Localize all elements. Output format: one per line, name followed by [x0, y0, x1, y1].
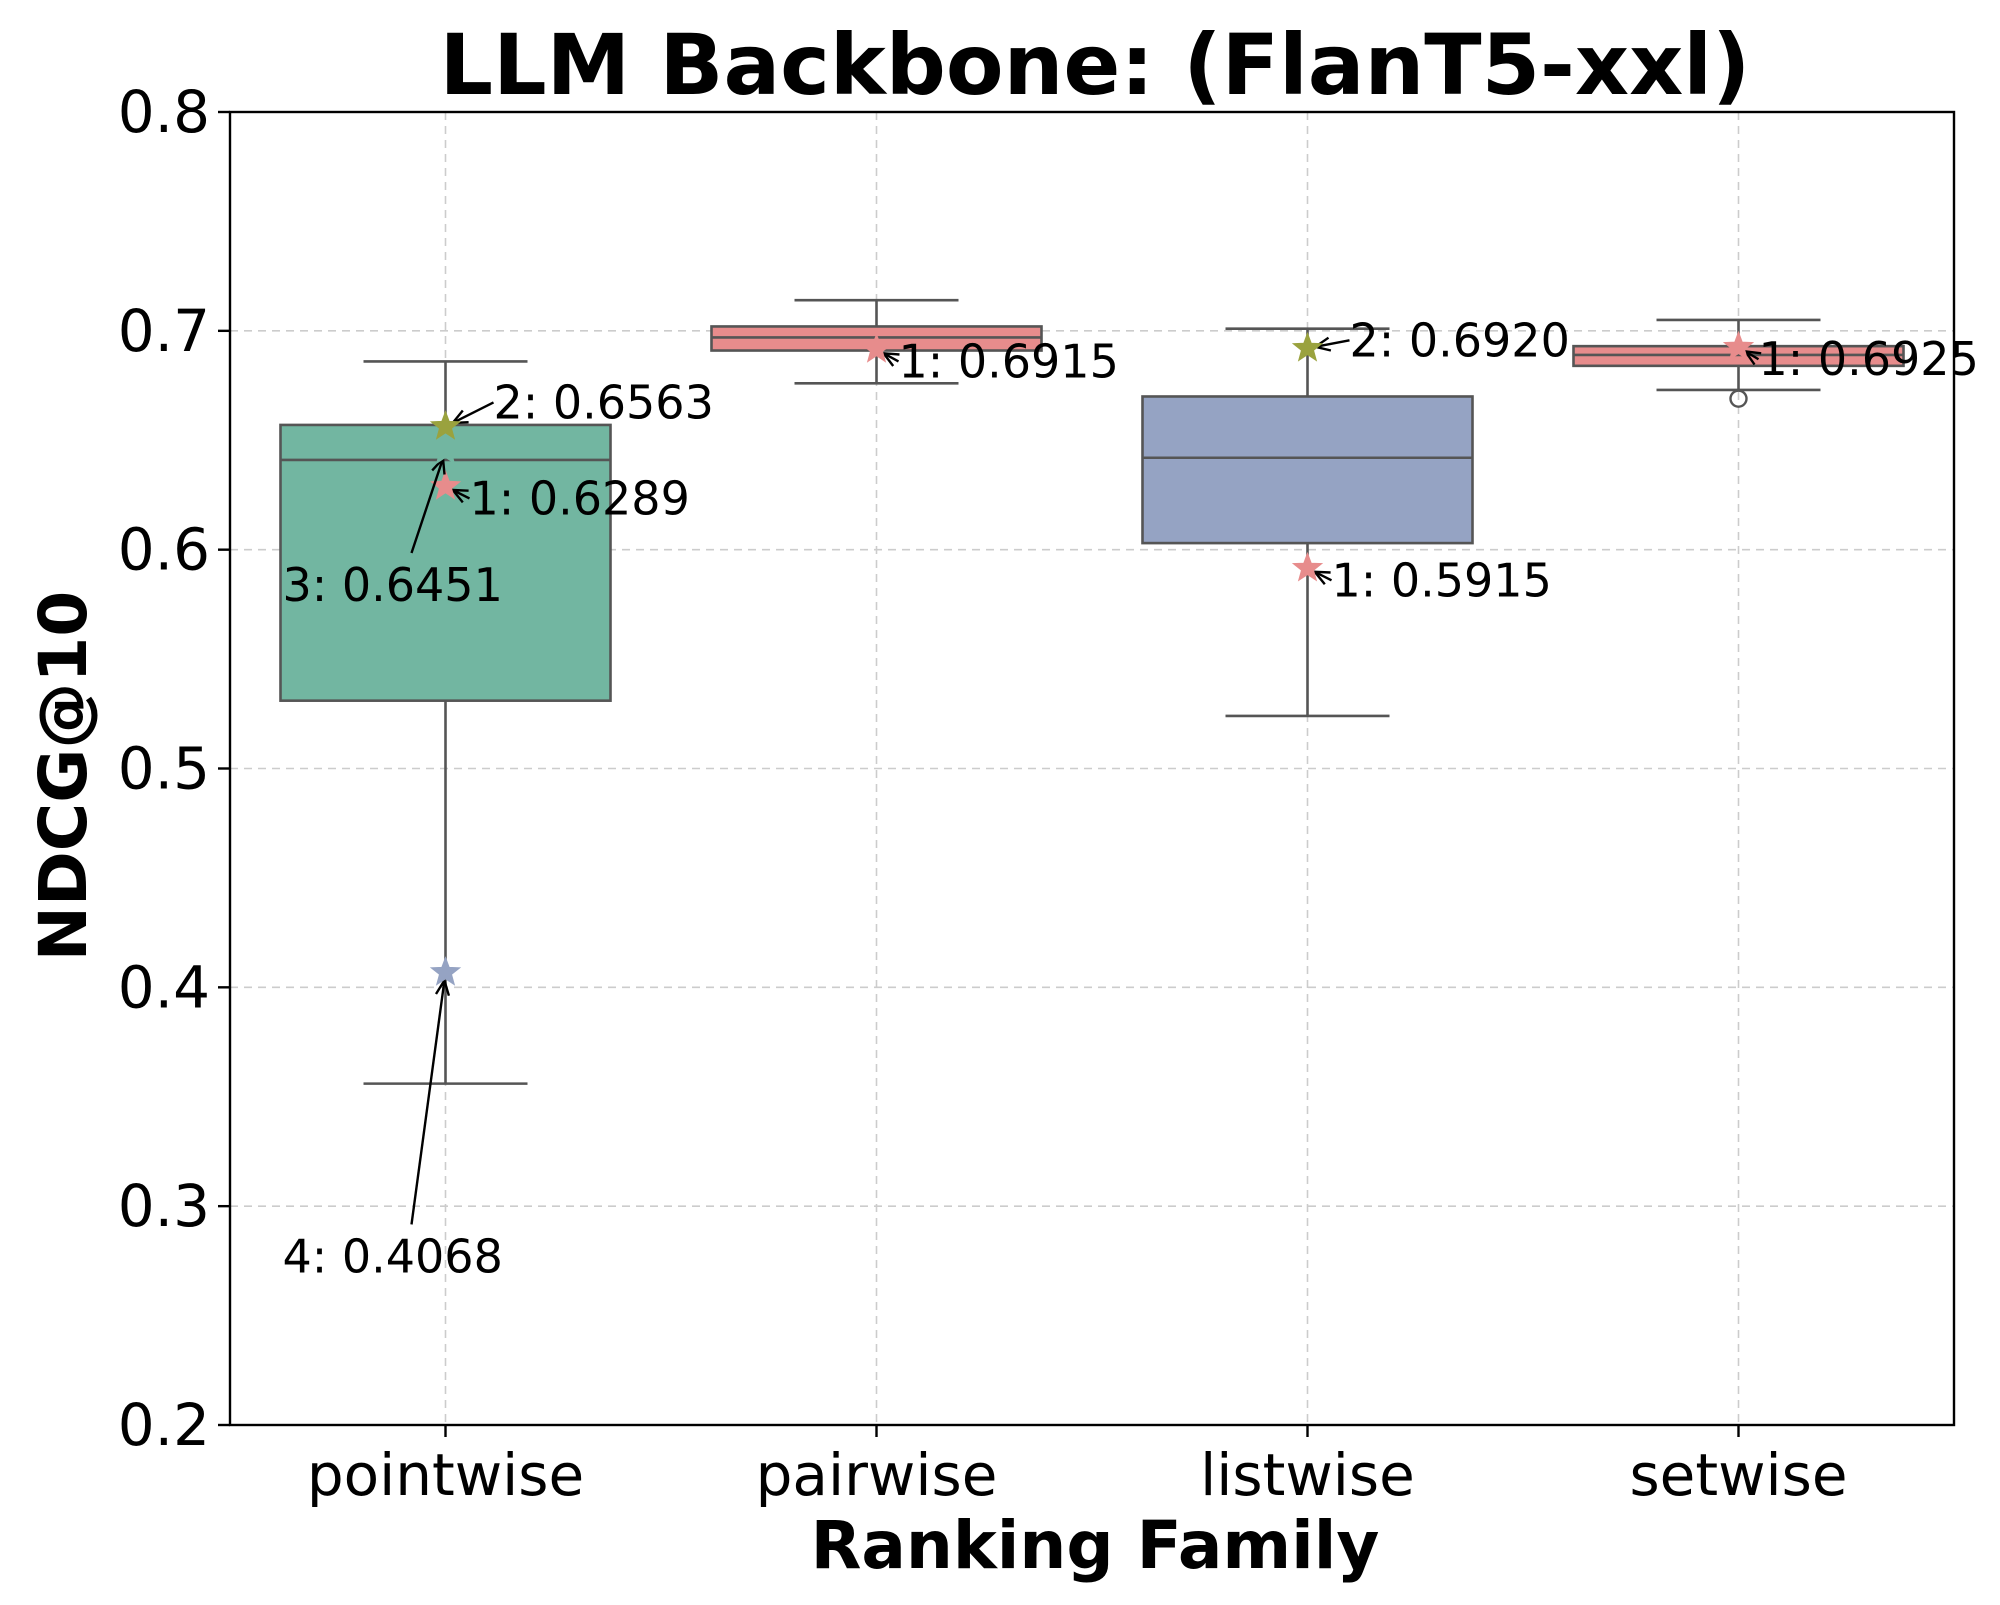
annotation-label: 2: 0.6920 [1350, 313, 1570, 367]
annotation-arrowhead [450, 488, 469, 504]
annotation-arrow [452, 488, 471, 500]
annotation-label: 2: 0.6563 [494, 375, 714, 429]
highlight-star [429, 410, 462, 440]
x-axis-label: Ranking Family [811, 1507, 1380, 1584]
annotation-arrow [452, 401, 495, 424]
annotation-label: 1: 0.6925 [1759, 332, 1979, 386]
annotation-label: 3: 0.6451 [283, 558, 503, 612]
annotation-arrowhead [434, 977, 451, 997]
y-tick-label: 0.6 [118, 516, 210, 584]
annotation-arrowhead [1312, 570, 1331, 585]
grid-layer [230, 111, 1954, 1426]
annotation-label: 1: 0.6289 [470, 471, 690, 525]
y-tick-label: 0.5 [118, 735, 210, 803]
chart-title: LLM Backbone: (FlanT5-xxl) [440, 16, 1751, 114]
y-tick-label: 0.7 [118, 297, 210, 365]
annotation-arrow [410, 458, 445, 554]
y-tick-label: 0.3 [118, 1172, 210, 1240]
annotation-arrow [1315, 339, 1350, 349]
y-tick-label: 0.4 [118, 953, 210, 1021]
y-axis-label: NDCG@10 [25, 591, 102, 961]
annotation-arrow [410, 980, 446, 1225]
annotation-label: 1: 0.6915 [899, 334, 1119, 388]
annotation-label: 1: 0.5915 [1332, 553, 1552, 607]
y-tick-label: 0.8 [118, 78, 210, 146]
annotation-arrow [1314, 570, 1333, 582]
box-listwise [1141, 395, 1474, 545]
outlier-point [1729, 389, 1748, 408]
highlight-star [1291, 551, 1324, 582]
axis-layer: 0.2 0.3 0.4 0.5 0.6 0.7 0.8 pointwise pairwise li… [118, 78, 1956, 1509]
highlight-star [429, 434, 462, 465]
highlight-star [1722, 330, 1755, 361]
y-tick-label: 0.2 [118, 1391, 210, 1459]
x-tick-label: listwise [1200, 1441, 1415, 1509]
x-tick-label: setwise [1629, 1441, 1847, 1509]
x-tick-label: pointwise [307, 1441, 584, 1509]
highlight-star [429, 956, 462, 986]
annotation-label: 4: 0.4068 [283, 1229, 503, 1283]
x-tick-label: pairwise [756, 1441, 998, 1509]
highlight-star [1291, 331, 1324, 362]
highlight-star [860, 332, 893, 363]
annotation-layer: 2: 0.6563 1: 0.6289 3: 0.6451 4: 0.4068 1: 0… [283, 313, 1979, 1283]
